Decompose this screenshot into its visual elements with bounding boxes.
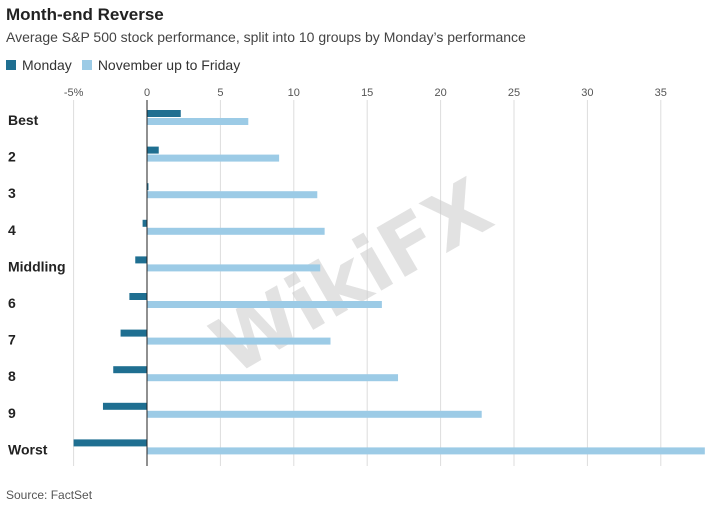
x-tick-label-0: -5% xyxy=(64,87,84,99)
category-label-0: Best xyxy=(8,112,39,128)
chart-subtitle: Average S&P 500 stock performance, split… xyxy=(6,29,526,45)
x-tick-label-5: 20 xyxy=(434,87,446,99)
november-bar-1 xyxy=(147,154,280,162)
x-tick-label-6: 25 xyxy=(508,87,520,99)
x-tick-label-8: 35 xyxy=(655,87,667,99)
category-label-9: Worst xyxy=(8,441,48,457)
legend-label-november: November up to Friday xyxy=(97,57,241,73)
monday-bar-4 xyxy=(135,256,147,264)
november-bar-6 xyxy=(147,337,331,345)
november-bar-8 xyxy=(147,410,482,418)
november-bar-2 xyxy=(147,191,318,199)
category-label-2: 3 xyxy=(8,185,16,201)
legend-swatch-november xyxy=(81,60,92,70)
legend-swatch-monday xyxy=(6,60,16,70)
category-label-3: 4 xyxy=(8,222,16,238)
monday-bar-1 xyxy=(147,146,159,154)
x-tick-label-2: 5 xyxy=(217,87,223,99)
monday-bar-5 xyxy=(129,293,147,300)
category-label-8: 9 xyxy=(8,405,16,421)
november-bar-3 xyxy=(147,227,325,235)
monday-bar-6 xyxy=(120,329,147,337)
monday-bar-0 xyxy=(147,110,181,117)
category-label-7: 8 xyxy=(8,368,16,384)
monday-bar-2 xyxy=(147,183,149,191)
source-note: Source: FactSet xyxy=(6,488,93,502)
november-bar-4 xyxy=(147,264,321,272)
november-bar-0 xyxy=(147,118,249,125)
chart-title: Month-end Reverse xyxy=(6,5,164,24)
x-tick-label-3: 10 xyxy=(288,87,300,99)
november-bar-5 xyxy=(147,301,382,308)
category-label-5: 6 xyxy=(8,295,16,311)
monday-bar-8 xyxy=(102,402,147,410)
x-tick-label-1: 0 xyxy=(144,87,150,99)
category-label-6: 7 xyxy=(8,332,16,348)
x-tick-label-7: 30 xyxy=(581,87,593,99)
monday-bar-7 xyxy=(113,366,147,374)
category-label-4: Middling xyxy=(8,258,66,274)
legend: Monday November up to Friday xyxy=(6,57,250,73)
monday-bar-3 xyxy=(142,219,147,227)
category-label-1: 2 xyxy=(8,149,16,165)
monday-bar-9 xyxy=(73,439,147,447)
legend-label-monday: Monday xyxy=(22,57,72,73)
x-tick-label-4: 15 xyxy=(361,87,373,99)
legend-item-monday: Monday xyxy=(6,57,72,73)
november-bar-7 xyxy=(147,374,399,382)
november-bar-9 xyxy=(147,447,705,455)
legend-item-november: November up to Friday xyxy=(81,57,241,73)
